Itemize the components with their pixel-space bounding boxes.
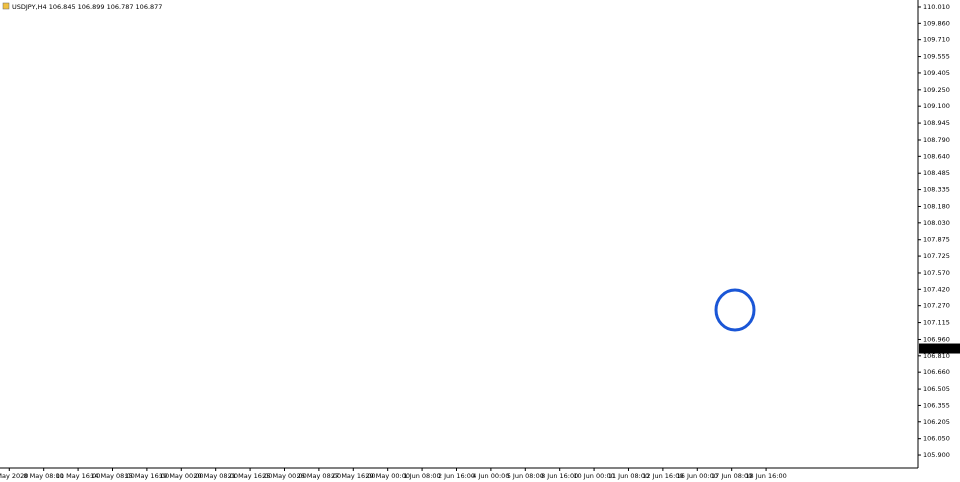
y-tick-label: 110.010 bbox=[923, 3, 950, 11]
current-price-box bbox=[919, 343, 960, 354]
x-tick-label: 27 May 16:00 bbox=[331, 472, 376, 480]
y-tick-label: 108.180 bbox=[923, 202, 950, 210]
y-tick-label: 109.860 bbox=[923, 19, 950, 27]
y-tick-label: 106.810 bbox=[923, 352, 950, 360]
y-tick-label: 108.485 bbox=[923, 169, 950, 177]
y-tick-label: 107.875 bbox=[923, 236, 950, 244]
x-tick-label: 8 May 08:00 bbox=[23, 472, 63, 480]
x-tick-label: 21 May 16:00 bbox=[228, 472, 273, 480]
y-tick-label: 109.405 bbox=[923, 69, 950, 77]
x-tick-label: 4 Jun 00:00 bbox=[472, 472, 509, 480]
y-tick-label: 108.030 bbox=[923, 219, 950, 227]
y-tick-label: 106.205 bbox=[923, 418, 950, 426]
y-tick-label: 106.505 bbox=[923, 385, 950, 393]
plot-area bbox=[0, 0, 918, 468]
y-tick-label: 109.250 bbox=[923, 86, 950, 94]
y-tick-label: 107.725 bbox=[923, 252, 950, 260]
x-tick-label: 10 Jun 00:00 bbox=[573, 472, 614, 480]
x-tick-label: 16 Jun 00:00 bbox=[677, 472, 718, 480]
y-tick-label: 109.710 bbox=[923, 36, 950, 44]
y-tick-label: 106.355 bbox=[923, 401, 950, 409]
x-tick-label: 11 Jun 08:00 bbox=[608, 472, 649, 480]
symbol-icon bbox=[2, 2, 10, 10]
y-tick-label: 109.555 bbox=[923, 53, 950, 61]
axes: 110.010 109.860 109.710 109.555 109.405 109.2… bbox=[0, 3, 960, 480]
y-tick-label: 106.050 bbox=[923, 435, 950, 443]
y-tick-label: 108.640 bbox=[923, 152, 950, 160]
x-tick-label: 11 May 16:00 bbox=[56, 472, 101, 480]
x-tick-label: 8 Jun 16:00 bbox=[541, 472, 578, 480]
y-tick-label: 106.960 bbox=[923, 335, 950, 343]
y-tick-label: 107.420 bbox=[923, 285, 950, 293]
x-tick-label: 19 May 00:00 bbox=[159, 472, 204, 480]
x-tick-label: 29 May 00:00 bbox=[365, 472, 410, 480]
x-tick-label: 26 May 08:00 bbox=[297, 472, 342, 480]
x-tick-label: 15 May 16:00 bbox=[125, 472, 170, 480]
y-tick-label: 105.900 bbox=[923, 451, 950, 459]
y-tick-label: 108.945 bbox=[923, 119, 950, 127]
y-tick-label: 106.660 bbox=[923, 368, 950, 376]
y-tick-label: 107.270 bbox=[923, 302, 950, 310]
y-tick-label: 107.570 bbox=[923, 269, 950, 277]
x-tick-label: 1 Jun 08:00 bbox=[404, 472, 441, 480]
y-tick-label: 107.115 bbox=[923, 319, 950, 327]
x-tick-label: 20 May 08:00 bbox=[193, 472, 238, 480]
x-tick-label: 18 Jun 16:00 bbox=[745, 472, 786, 480]
x-tick-label: 5 Jun 08:00 bbox=[507, 472, 544, 480]
chart-title: USDJPY,H4 106.845 106.899 106.787 106.87… bbox=[12, 3, 162, 11]
x-tick-label: 25 May 00:00 bbox=[262, 472, 307, 480]
x-tick-label: 7 May 2020 bbox=[0, 472, 28, 480]
x-tick-label: 2 Jun 16:00 bbox=[438, 472, 475, 480]
current-price-label: 106.877 bbox=[923, 345, 950, 353]
y-tick-label: 108.335 bbox=[923, 186, 950, 194]
y-tick-label: 108.790 bbox=[923, 136, 950, 144]
x-tick-label: 17 Jun 08:00 bbox=[711, 472, 752, 480]
y-tick-label: 109.100 bbox=[923, 102, 950, 110]
highlight-circle bbox=[714, 288, 756, 332]
x-tick-label: 12 Jun 16:00 bbox=[642, 472, 683, 480]
x-tick-label: 14 May 08:00 bbox=[90, 472, 135, 480]
